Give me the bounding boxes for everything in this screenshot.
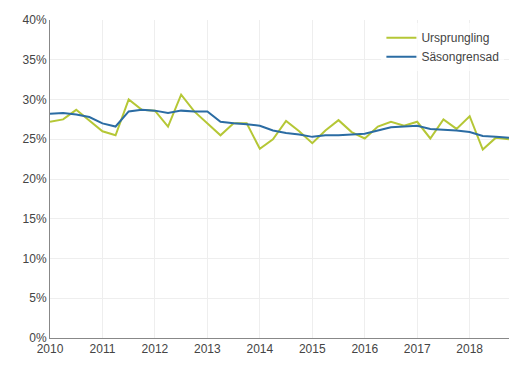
svg-text:20%: 20%: [23, 172, 47, 186]
svg-text:Ursprungling: Ursprungling: [421, 31, 489, 45]
svg-text:2013: 2013: [194, 342, 221, 356]
svg-text:25%: 25%: [23, 132, 47, 146]
svg-text:2017: 2017: [404, 342, 431, 356]
svg-text:2016: 2016: [351, 342, 378, 356]
svg-text:2014: 2014: [246, 342, 273, 356]
svg-text:35%: 35%: [23, 53, 47, 67]
svg-text:0%: 0%: [29, 331, 47, 345]
svg-text:30%: 30%: [23, 93, 47, 107]
svg-text:2011: 2011: [90, 342, 116, 356]
svg-text:2015: 2015: [299, 342, 326, 356]
svg-text:15%: 15%: [23, 212, 47, 226]
svg-text:2012: 2012: [142, 342, 169, 356]
svg-text:10%: 10%: [23, 252, 47, 266]
svg-text:5%: 5%: [29, 291, 47, 305]
svg-text:Säsongrensad: Säsongrensad: [421, 50, 498, 64]
svg-text:2010: 2010: [37, 342, 64, 356]
svg-text:40%: 40%: [23, 13, 47, 27]
svg-text:2018: 2018: [456, 342, 483, 356]
